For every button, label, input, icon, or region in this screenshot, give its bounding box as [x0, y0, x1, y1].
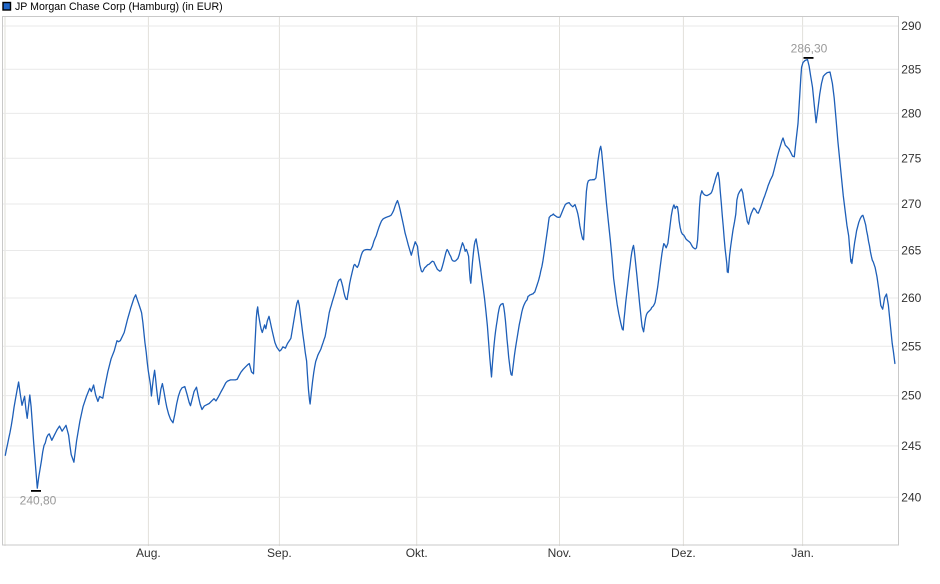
- svg-text:290: 290: [901, 19, 921, 33]
- svg-text:280: 280: [901, 106, 921, 120]
- svg-text:Nov.: Nov.: [548, 546, 572, 560]
- svg-text:260: 260: [901, 291, 921, 305]
- svg-text:Aug.: Aug.: [136, 546, 161, 560]
- svg-text:Dez.: Dez.: [671, 546, 696, 560]
- svg-text:JP Morgan Chase Corp (Hamburg): JP Morgan Chase Corp (Hamburg) (in EUR): [15, 1, 223, 13]
- svg-text:265: 265: [901, 244, 921, 258]
- svg-text:Okt.: Okt.: [406, 546, 428, 560]
- svg-text:Jan.: Jan.: [791, 546, 814, 560]
- svg-text:275: 275: [901, 151, 921, 165]
- svg-text:255: 255: [901, 339, 921, 353]
- svg-text:270: 270: [901, 197, 921, 211]
- svg-text:Sep.: Sep.: [267, 546, 292, 560]
- svg-text:286,30: 286,30: [791, 42, 828, 56]
- svg-text:240,80: 240,80: [20, 494, 57, 508]
- svg-text:245: 245: [901, 439, 921, 453]
- svg-text:250: 250: [901, 389, 921, 403]
- svg-text:285: 285: [901, 62, 921, 76]
- svg-text:240: 240: [901, 490, 921, 504]
